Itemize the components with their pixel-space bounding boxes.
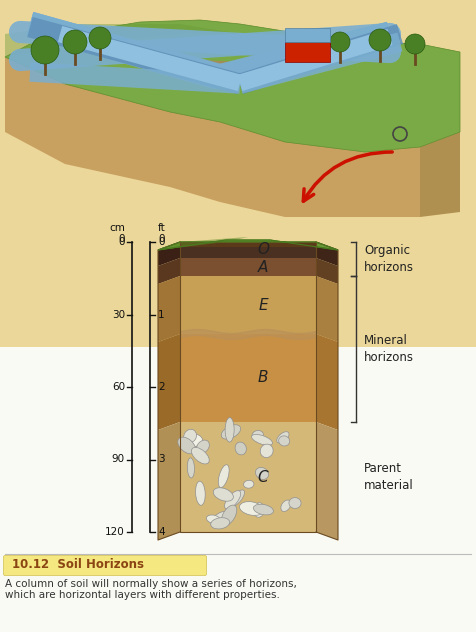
Text: 90: 90 xyxy=(112,454,125,465)
Ellipse shape xyxy=(256,468,268,480)
Text: C: C xyxy=(258,470,268,485)
Bar xyxy=(180,258,316,276)
Text: 30: 30 xyxy=(112,310,125,320)
Polygon shape xyxy=(158,422,180,540)
Circle shape xyxy=(63,30,87,54)
Bar xyxy=(180,334,316,422)
Text: 2: 2 xyxy=(158,382,165,392)
Polygon shape xyxy=(316,334,338,430)
Ellipse shape xyxy=(213,511,232,523)
Ellipse shape xyxy=(277,432,289,443)
Text: 4: 4 xyxy=(158,527,165,537)
Ellipse shape xyxy=(207,515,220,524)
Bar xyxy=(180,242,316,258)
Polygon shape xyxy=(316,276,338,342)
Text: 0: 0 xyxy=(158,234,165,244)
Ellipse shape xyxy=(196,481,205,506)
Text: E: E xyxy=(258,298,268,312)
Polygon shape xyxy=(158,237,248,250)
Text: 0: 0 xyxy=(119,237,125,247)
Ellipse shape xyxy=(221,505,237,526)
Ellipse shape xyxy=(218,465,229,487)
Text: 0: 0 xyxy=(119,234,125,244)
Bar xyxy=(285,28,330,42)
Bar xyxy=(0,0,476,347)
Ellipse shape xyxy=(213,488,233,501)
Ellipse shape xyxy=(191,447,209,464)
Circle shape xyxy=(405,34,425,54)
Ellipse shape xyxy=(188,458,195,478)
Bar xyxy=(180,422,316,532)
Ellipse shape xyxy=(253,504,273,515)
Ellipse shape xyxy=(178,437,196,454)
Polygon shape xyxy=(5,57,220,202)
Bar xyxy=(180,276,316,334)
Ellipse shape xyxy=(197,440,209,454)
Ellipse shape xyxy=(260,444,273,458)
Ellipse shape xyxy=(225,490,241,509)
Bar xyxy=(0,0,476,347)
Text: which are horizontal layers with different properties.: which are horizontal layers with differe… xyxy=(5,590,280,600)
Text: O: O xyxy=(257,243,269,257)
FancyBboxPatch shape xyxy=(3,556,207,576)
Text: 3: 3 xyxy=(158,454,165,465)
Ellipse shape xyxy=(235,442,247,455)
Polygon shape xyxy=(158,258,180,284)
Bar xyxy=(285,42,330,62)
Ellipse shape xyxy=(244,480,254,488)
Ellipse shape xyxy=(211,518,229,529)
Text: B: B xyxy=(258,370,268,386)
Ellipse shape xyxy=(289,497,301,509)
Text: 10.12  Soil Horizons: 10.12 Soil Horizons xyxy=(12,559,144,571)
Text: 1: 1 xyxy=(158,310,165,320)
Text: A: A xyxy=(258,260,268,274)
Polygon shape xyxy=(158,240,338,250)
Polygon shape xyxy=(5,24,240,57)
Polygon shape xyxy=(420,132,460,217)
Text: 60: 60 xyxy=(112,382,125,392)
Polygon shape xyxy=(158,334,180,430)
Ellipse shape xyxy=(184,429,197,443)
Polygon shape xyxy=(158,276,180,342)
Polygon shape xyxy=(316,422,338,540)
Ellipse shape xyxy=(221,425,240,439)
Ellipse shape xyxy=(231,490,245,506)
Text: Organic
horizons: Organic horizons xyxy=(364,244,414,274)
Polygon shape xyxy=(220,122,420,217)
Ellipse shape xyxy=(281,500,291,511)
Polygon shape xyxy=(316,258,338,284)
Ellipse shape xyxy=(239,502,264,516)
Text: Mineral
horizons: Mineral horizons xyxy=(364,334,414,364)
Polygon shape xyxy=(158,242,180,266)
Ellipse shape xyxy=(225,418,234,442)
Ellipse shape xyxy=(278,436,290,446)
Ellipse shape xyxy=(251,434,272,446)
Circle shape xyxy=(31,36,59,64)
Ellipse shape xyxy=(252,430,263,439)
Text: cm: cm xyxy=(109,223,125,233)
Circle shape xyxy=(89,27,111,49)
Circle shape xyxy=(330,32,350,52)
Polygon shape xyxy=(180,242,316,247)
Polygon shape xyxy=(316,242,338,266)
Ellipse shape xyxy=(183,434,202,447)
Text: A column of soil will normally show a series of horizons,: A column of soil will normally show a se… xyxy=(5,579,297,589)
Text: 0: 0 xyxy=(158,237,165,247)
Polygon shape xyxy=(5,20,460,152)
Text: ft: ft xyxy=(158,223,166,233)
Text: Parent
material: Parent material xyxy=(364,462,414,492)
Circle shape xyxy=(369,29,391,51)
Bar xyxy=(180,242,316,532)
Polygon shape xyxy=(160,60,240,84)
Ellipse shape xyxy=(253,502,264,517)
Text: 120: 120 xyxy=(105,527,125,537)
